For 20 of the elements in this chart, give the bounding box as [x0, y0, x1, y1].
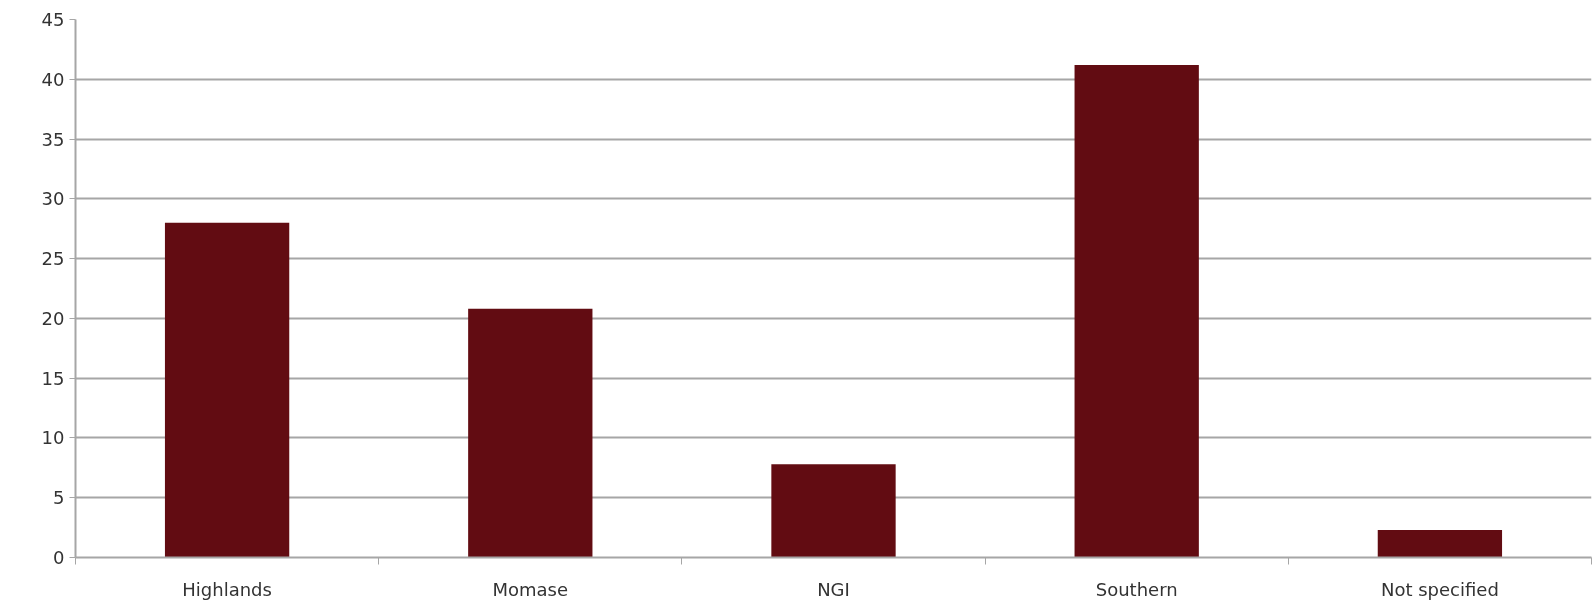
y-tick-label: 35 — [41, 128, 65, 150]
bar — [164, 222, 290, 558]
x-tick-label: Momase — [492, 578, 569, 600]
y-tick-label: 20 — [41, 307, 65, 329]
y-tick-label: 30 — [41, 188, 65, 210]
x-tick-label: Highlands — [182, 578, 272, 600]
bar — [1377, 530, 1503, 558]
y-tick-label: 0 — [53, 547, 65, 568]
y-tick-label: 5 — [53, 487, 65, 509]
bar — [771, 464, 896, 558]
bar — [468, 308, 593, 558]
bar — [1074, 64, 1199, 558]
x-tick-label: NGI — [817, 578, 850, 600]
x-tick-label: Southern — [1095, 578, 1178, 600]
x-tick-label: Not specified — [1380, 578, 1499, 600]
y-tick-label: 10 — [41, 427, 65, 449]
y-tick-label: 25 — [41, 248, 65, 270]
y-tick-label: 45 — [41, 9, 65, 30]
y-tick-label: 40 — [41, 68, 65, 90]
y-tick-label: 15 — [41, 367, 65, 389]
